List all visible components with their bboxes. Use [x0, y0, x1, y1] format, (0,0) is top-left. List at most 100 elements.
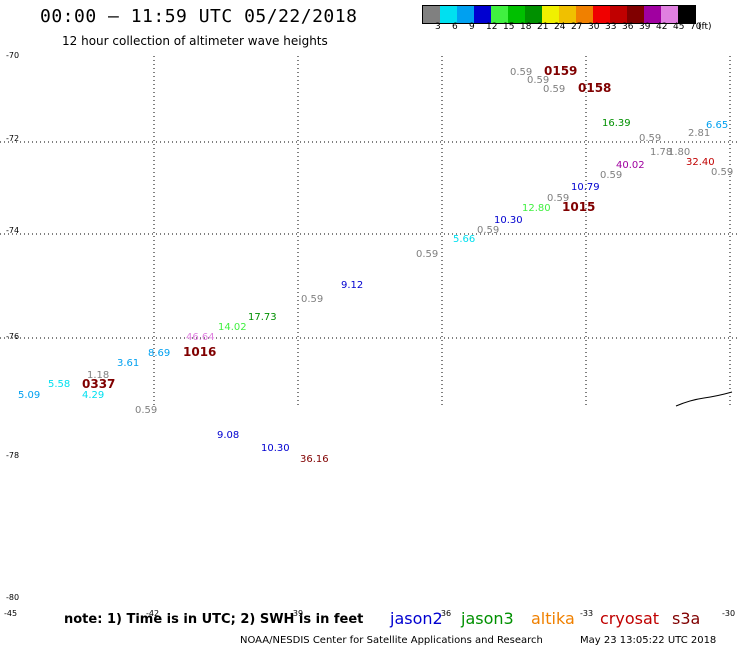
wave-height-label: 0.59 — [639, 133, 661, 144]
legend-swatch — [610, 6, 627, 23]
longitude-label: -42 — [146, 609, 159, 618]
legend-bin-label: 3 — [435, 22, 441, 32]
time-stamp-label: 1015 — [562, 200, 595, 214]
longitude-label: -39 — [290, 609, 303, 618]
wave-height-label: 14.02 — [218, 322, 247, 333]
legend-unit: (ft) — [698, 22, 712, 32]
axis-labels: -70 -72 -74 -76 -78 -80 -45 -42 -39 -36 -33 -30 — [4, 51, 735, 618]
latitude-label: -72 — [6, 134, 19, 143]
legend-bin-label: 18 — [520, 22, 532, 32]
mission-label-jason2: jason2 — [390, 609, 443, 628]
latitude-label: -78 — [6, 451, 19, 460]
wave-height-label: 17.73 — [248, 312, 277, 323]
wave-height-label: 4.29 — [82, 390, 104, 401]
latitude-label: -76 — [6, 332, 19, 341]
legend-swatch — [440, 6, 457, 23]
time-stamp-label: 0159 — [544, 64, 577, 78]
longitude-label: -30 — [722, 609, 735, 618]
legend-swatch — [559, 6, 576, 23]
wave-height-label: 1.18 — [87, 370, 109, 381]
wave-height-label: 0.59 — [510, 67, 532, 78]
wave-height-label: 0.59 — [711, 167, 733, 178]
wave-height-label: 9.08 — [217, 430, 239, 441]
legend-swatch — [678, 6, 695, 23]
legend-bin-label: 9 — [469, 22, 475, 32]
wave-height-label: 10.30 — [261, 443, 290, 454]
legend-swatch — [525, 6, 542, 23]
coastline-segment — [675, 391, 733, 407]
legend-swatch — [457, 6, 474, 23]
wave-height-label: 0.59 — [416, 249, 438, 260]
mission-label-jason3: jason3 — [461, 609, 514, 628]
legend-swatch — [423, 6, 440, 23]
map-subtitle: 12 hour collection of altimeter wave hei… — [62, 34, 328, 48]
credit-line: NOAA/NESDIS Center for Satellite Applica… — [240, 635, 543, 646]
wave-height-label: 1.80 — [668, 147, 690, 158]
graticule — [0, 56, 740, 406]
map-title: 00:00 – 11:59 UTC 05/22/2018 — [40, 6, 358, 27]
wave-height-label: 0.59 — [543, 84, 565, 95]
legend-swatch — [644, 6, 661, 23]
legend-bin-label: 33 — [605, 22, 617, 32]
legend-bin-label: 12 — [486, 22, 498, 32]
longitude-label: -36 — [438, 609, 451, 618]
mission-label-cryosat: cryosat — [600, 609, 660, 628]
wave-height-label: 46.64 — [186, 332, 215, 343]
wave-height-label: 6.65 — [706, 120, 728, 131]
legend-bin-label: 45 — [673, 22, 685, 32]
legend-bin-label: 39 — [639, 22, 651, 32]
latitude-label: -80 — [6, 593, 19, 602]
legend-bin-label: 6 — [452, 22, 458, 32]
generation-timestamp: May 23 13:05:22 UTC 2018 — [580, 635, 717, 646]
latitude-label: -70 — [6, 51, 19, 60]
wave-height-label: 1.78 — [650, 147, 672, 158]
legend-bin-label: 36 — [622, 22, 634, 32]
wave-height-label: 0.59 — [527, 75, 549, 86]
legend-swatch — [491, 6, 508, 23]
legend-swatch — [661, 6, 678, 23]
legend-bin-label: 15 — [503, 22, 515, 32]
legend-bin-label: 70 — [690, 22, 702, 32]
wave-height-label: 10.79 — [571, 182, 600, 193]
legend-swatch — [542, 6, 559, 23]
wave-height-label: 16.39 — [602, 118, 631, 129]
longitude-label: -33 — [580, 609, 593, 618]
wave-height-label: 3.61 — [117, 358, 139, 369]
legend-swatch — [593, 6, 610, 23]
wave-height-label: 40.02 — [616, 160, 645, 171]
wave-height-label: 12.80 — [522, 203, 551, 214]
wave-height-label: 0.59 — [135, 405, 157, 416]
wave-height-label: 36.16 — [300, 454, 329, 465]
wave-height-label: 0.59 — [301, 294, 323, 305]
legend-bin-label: 21 — [537, 22, 549, 32]
wave-height-label: 0.59 — [477, 225, 499, 236]
legend-bin-label: 42 — [656, 22, 668, 32]
legend-swatch — [474, 6, 491, 23]
wave-height-label: 5.66 — [453, 234, 475, 245]
wave-height-label: 32.40 — [686, 157, 715, 168]
wave-height-label: 0.59 — [547, 193, 569, 204]
time-stamp-label: 1016 — [183, 345, 216, 359]
latitude-label: -74 — [6, 226, 19, 235]
time-stamp-label: 0337 — [82, 377, 115, 391]
wave-height-label: 5.09 — [18, 390, 40, 401]
legend-bin-label: 30 — [588, 22, 600, 32]
time-stamp-label: 0158 — [578, 81, 611, 95]
legend-swatch — [508, 6, 525, 23]
wave-height-label: 8.69 — [148, 348, 170, 359]
wave-height-label: 9.12 — [341, 280, 363, 291]
wave-height-label: 2.81 — [688, 128, 710, 139]
wave-height-label: 0.59 — [600, 170, 622, 181]
legend-bin-label: 24 — [554, 22, 566, 32]
wave-height-label: 5.58 — [48, 379, 70, 390]
footer-note: note: 1) Time is in UTC; 2) SWH is in fe… — [64, 612, 364, 627]
mission-label-altika: altika — [531, 609, 575, 628]
legend-bin-label: 27 — [571, 22, 583, 32]
color-legend — [422, 5, 696, 24]
legend-swatch — [576, 6, 593, 23]
mission-label-s3a: s3a — [672, 609, 701, 628]
coastline — [675, 391, 733, 407]
